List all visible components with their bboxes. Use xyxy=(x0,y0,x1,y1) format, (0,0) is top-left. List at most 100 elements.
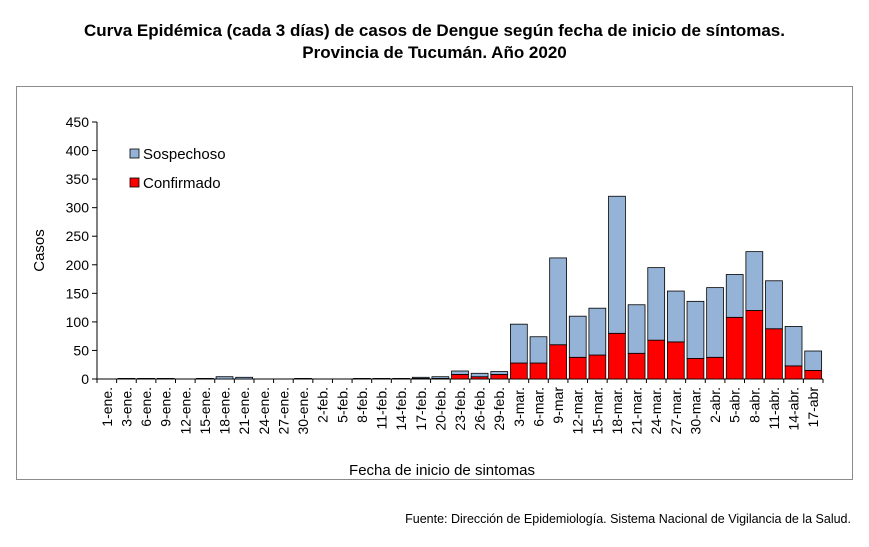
x-tick-label: 23-feb. xyxy=(452,387,468,431)
x-tick-label: 27-ene. xyxy=(275,387,291,434)
y-axis-title: Casos xyxy=(31,229,48,272)
x-tick-label: 17-abr xyxy=(805,387,821,428)
bar-confirmado xyxy=(608,332,626,380)
bar-sospechoso xyxy=(451,370,469,375)
x-tick-label: 9-mar xyxy=(550,387,566,424)
bar-confirmado xyxy=(647,339,666,380)
bar-sospechoso xyxy=(667,290,685,343)
x-tick-label: 5-abr. xyxy=(727,387,743,423)
x-tick-label: 30-ene. xyxy=(295,387,311,434)
bar-sospechoso xyxy=(588,307,607,356)
x-tick-label: 30-mar. xyxy=(687,387,703,434)
bar-confirmado xyxy=(686,358,705,380)
x-tick-label: 26-feb. xyxy=(472,387,488,431)
bar-sospechoso xyxy=(137,378,155,380)
x-tick-label: 12-mar. xyxy=(570,387,586,434)
legend-swatch-sospechoso xyxy=(129,148,140,159)
x-tick-label: 17-feb. xyxy=(413,387,429,431)
legend-label-sospechoso: Sospechoso xyxy=(143,146,226,163)
x-tick-label: 2-feb. xyxy=(315,387,331,423)
x-axis-title: Fecha de inicio de sintomas xyxy=(349,462,535,479)
bar-sospechoso xyxy=(647,267,666,341)
bar-sospechoso xyxy=(294,378,312,380)
bar-confirmado xyxy=(745,310,764,380)
x-tick-label: 18-ene. xyxy=(217,387,233,434)
x-tick-label: 8-feb. xyxy=(354,387,370,423)
bar-sospechoso xyxy=(627,304,646,354)
x-tick-label: 24-ene. xyxy=(256,387,272,434)
x-tick-label: 29-feb. xyxy=(491,387,507,431)
bar-sospechoso xyxy=(686,300,705,359)
bar-sospechoso xyxy=(117,378,136,380)
x-tick-label: 15-ene. xyxy=(197,387,213,434)
x-tick-label: 27-mar. xyxy=(668,387,684,434)
chart-title-line-1: Curva Epidémica (cada 3 días) de casos d… xyxy=(83,21,785,40)
y-tick-label: 50 xyxy=(73,342,89,358)
y-tick-label: 200 xyxy=(66,257,90,273)
x-tick-label: 1-ene. xyxy=(99,387,115,427)
chart-title-line-2: Provincia de Tucumán. Año 2020 xyxy=(302,43,567,62)
x-tick-label: 21-ene. xyxy=(236,387,252,434)
x-tick-label: 21-mar. xyxy=(629,387,645,434)
legend-label-confirmado: Confirmado xyxy=(143,175,221,192)
bar-sospechoso xyxy=(470,372,489,378)
x-tick-label: 11-feb. xyxy=(374,387,390,430)
bar-sospechoso xyxy=(490,371,509,375)
bar-sospechoso xyxy=(510,323,528,364)
bar-confirmado xyxy=(490,374,509,380)
y-tick-label: 250 xyxy=(66,228,90,244)
x-tick-label: 11-abr. xyxy=(766,387,782,430)
bar-sospechoso xyxy=(765,280,783,330)
bar-sospechoso xyxy=(392,378,410,380)
chart-frame: 0 50 100 150 200 250 300 350 400 450 1-ene. 3-ene. 6… xyxy=(16,86,853,480)
x-tick-label: 8-abr. xyxy=(746,387,762,423)
y-tick-label: 450 xyxy=(66,114,90,130)
x-tick-label: 6-mar. xyxy=(530,387,546,427)
bar-sospechoso xyxy=(353,378,371,380)
bar-sospechoso xyxy=(725,274,744,318)
bar-sospechoso xyxy=(196,378,214,380)
y-tick-label: 100 xyxy=(66,314,90,330)
source-note: Fuente: Dirección de Epidemiología. Sist… xyxy=(405,512,851,526)
bar-confirmado xyxy=(706,356,724,380)
bar-sospechoso xyxy=(706,287,724,358)
bar-sospechoso xyxy=(411,376,430,379)
x-tick-label: 5-feb. xyxy=(334,387,350,423)
bar-confirmado xyxy=(784,365,803,380)
bar-sospechoso xyxy=(235,376,253,380)
x-tick-label: 12-ene. xyxy=(177,387,193,434)
y-tick-label: 400 xyxy=(66,143,90,159)
bar-confirmado xyxy=(627,352,646,380)
bar-sospechoso xyxy=(372,378,391,380)
bar-confirmado xyxy=(510,362,528,380)
x-tick-label: 2-abr. xyxy=(707,387,723,423)
bar-sospechoso xyxy=(215,376,234,380)
bar-confirmado xyxy=(765,328,783,380)
x-tick-label: 14-feb. xyxy=(393,387,409,431)
bar-confirmado xyxy=(568,356,587,380)
bar-confirmado xyxy=(588,354,607,380)
bar-confirmado xyxy=(451,374,469,380)
bar-confirmado xyxy=(667,341,685,380)
legend-swatch-confirmado xyxy=(129,177,140,188)
y-tick-label: 150 xyxy=(66,285,90,301)
bar-confirmado xyxy=(549,344,567,380)
bar-sospechoso xyxy=(156,378,175,380)
bar-sospechoso xyxy=(608,195,626,334)
x-tick-label: 3-mar. xyxy=(511,387,527,427)
bar-confirmado xyxy=(725,316,744,380)
bar-sospechoso xyxy=(784,326,803,367)
x-tick-label: 20-feb. xyxy=(432,387,448,431)
bar-sospechoso xyxy=(529,336,548,364)
y-tick-label: 350 xyxy=(66,171,90,187)
bar-confirmado xyxy=(804,370,823,380)
x-tick-label: 18-mar. xyxy=(609,387,625,434)
x-tick-label: 6-ene. xyxy=(138,387,154,427)
y-tick-label: 0 xyxy=(81,371,89,387)
bar-sospechoso xyxy=(431,376,450,379)
bar-sospechoso xyxy=(568,315,587,358)
y-tick-label: 300 xyxy=(66,200,90,216)
x-tick-label: 9-ene. xyxy=(158,387,174,427)
x-tick-label: 15-mar. xyxy=(589,387,605,434)
